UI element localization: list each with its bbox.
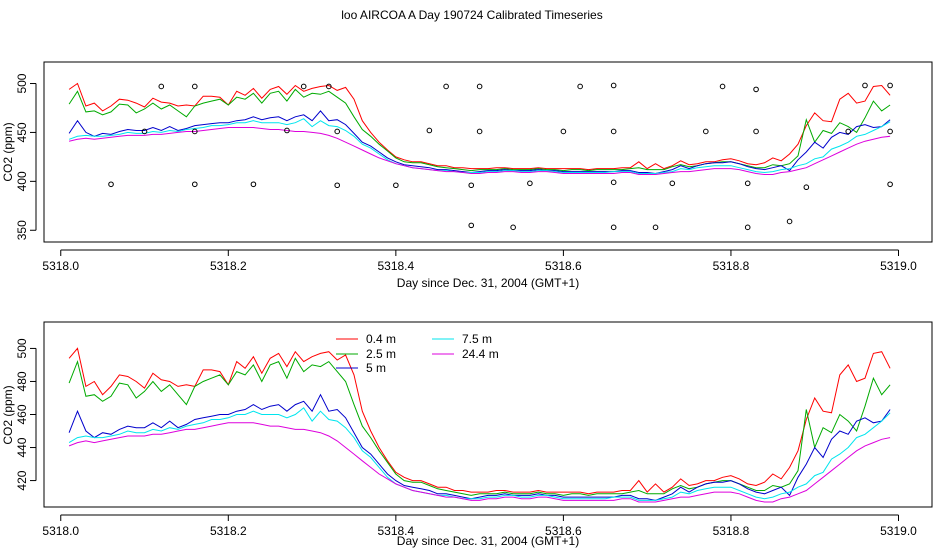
scatter-point [887, 128, 893, 135]
top-x-tick-label: 5318.6 [545, 259, 582, 273]
top-series-line-24-4-m [68, 127, 891, 175]
bottom-y-tick-label: 440 [15, 437, 29, 457]
scatter-point [191, 128, 198, 135]
bottom-x-tick-label: 5318.8 [713, 524, 750, 538]
bottom-panel-axes: 5318.0 5318.2 5318.4 5318.6 5318.8 5319.0 420 4… [15, 338, 917, 538]
top-x-axis-label: Day since Dec. 31, 2004 (GMT+1) [397, 276, 579, 290]
scatter-point [719, 83, 726, 90]
legend-label: 2.5 m [366, 347, 396, 361]
scatter-point [577, 83, 583, 90]
scatter-point [610, 128, 617, 135]
top-y-tick-label: 350 [15, 220, 29, 240]
scatter-point [652, 224, 659, 231]
figure-title: loo AIRCOA A Day 190724 Calibrated Times… [341, 8, 602, 22]
legend-label: 24.4 m [462, 347, 499, 361]
scatter-point [468, 222, 475, 229]
bottom-x-axis-label: Day since Dec. 31, 2004 (GMT+1) [397, 534, 579, 548]
top-series-line-2-5-m [68, 88, 891, 172]
scatter-point [191, 181, 198, 188]
top-panel-frame [43, 61, 933, 243]
scatter-point [753, 86, 759, 93]
scatter-point [669, 180, 676, 187]
scatter-point [510, 224, 516, 231]
scatter-point [887, 181, 893, 188]
bottom-y-tick-label: 500 [15, 338, 29, 358]
top-panel-series [68, 82, 891, 175]
bottom-series-line-7-5-m [68, 407, 891, 501]
scatter-point [326, 83, 332, 90]
top-series-line-0-4-m [68, 82, 891, 171]
scatter-point [786, 218, 793, 225]
scatter-point [753, 128, 759, 135]
bottom-x-tick-label: 5318.4 [377, 524, 414, 538]
bottom-x-tick-label: 5318.6 [545, 524, 582, 538]
scatter-point [393, 182, 399, 189]
scatter-point [527, 180, 533, 187]
bottom-series-line-2-5-m [68, 357, 891, 496]
legend: 0.4 m2.5 m5 m 7.5 m24.4 m [336, 332, 499, 375]
scatter-point [141, 128, 148, 135]
legend-label: 5 m [366, 361, 386, 375]
top-x-tick-label: 5318.4 [377, 259, 414, 273]
top-y-tick-label: 450 [15, 122, 29, 142]
scatter-point [300, 83, 307, 90]
scatter-point [443, 83, 449, 90]
top-y-tick-label: 400 [15, 171, 29, 191]
scatter-point [476, 128, 483, 135]
scatter-point [610, 179, 617, 186]
scatter-point [803, 184, 810, 191]
scatter-point [845, 128, 852, 135]
scatter-point [610, 82, 617, 89]
bottom-y-tick-label: 460 [15, 404, 29, 424]
bottom-series-line-0-4-m [68, 347, 891, 495]
top-panel-scatter [108, 82, 893, 231]
bottom-x-tick-label: 5318.2 [210, 524, 247, 538]
top-x-tick-label: 5318.8 [713, 259, 750, 273]
top-series-line-5-m [68, 110, 891, 175]
bottom-panel-frame [43, 321, 933, 508]
scatter-point [108, 181, 114, 188]
scatter-point [862, 82, 868, 89]
scatter-point [468, 182, 475, 189]
top-y-tick-label: 500 [15, 73, 29, 93]
bottom-x-tick-label: 5319.0 [880, 524, 917, 538]
scatter-point [703, 128, 709, 135]
scatter-point [744, 180, 751, 187]
scatter-point [250, 181, 257, 188]
top-y-axis-label: CO2 (ppm) [1, 122, 15, 181]
bottom-y-axis-label: CO2 (ppm) [1, 385, 15, 444]
scatter-point [334, 182, 341, 189]
scatter-point [560, 128, 567, 135]
scatter-point [476, 83, 483, 90]
scatter-point [191, 83, 198, 90]
top-x-tick-label: 5319.0 [880, 259, 917, 273]
top-panel-axes: 5318.0 5318.2 5318.4 5318.6 5318.8 5319.0 350 4… [15, 73, 917, 273]
bottom-series-line-5-m [68, 393, 891, 501]
scatter-point [158, 83, 165, 90]
bottom-y-tick-label: 480 [15, 371, 29, 391]
scatter-point [284, 127, 290, 134]
scatter-point [610, 224, 617, 231]
bottom-panel-series [68, 347, 891, 503]
top-x-tick-label: 5318.2 [210, 259, 247, 273]
scatter-point [426, 127, 433, 134]
legend-label: 0.4 m [366, 332, 396, 346]
bottom-y-tick-label: 420 [15, 470, 29, 490]
top-x-tick-label: 5318.0 [42, 259, 79, 273]
scatter-point [744, 224, 751, 231]
scatter-point [334, 128, 341, 135]
legend-label: 7.5 m [462, 332, 492, 346]
bottom-series-line-24-4-m [68, 422, 891, 503]
top-series-line-7-5-m [68, 118, 891, 174]
scatter-point [887, 82, 893, 89]
bottom-x-tick-label: 5318.0 [42, 524, 79, 538]
